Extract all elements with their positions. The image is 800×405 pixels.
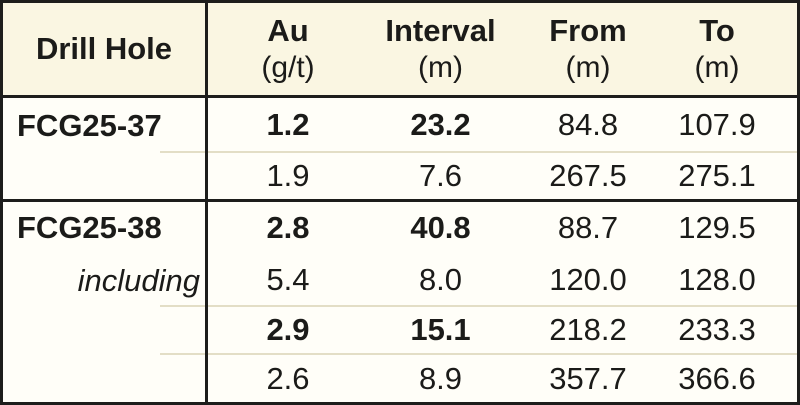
au-cell: 2.6 [266,360,310,396]
column-unit: (m) [565,50,611,84]
column-label: Au [267,12,309,48]
interval-cell: 23.2 [368,98,513,153]
column-unit: (g/t) [261,50,315,84]
from-cell: 84.8 [513,98,663,153]
column-unit: (m) [694,50,740,84]
to-cell: 366.6 [678,360,756,396]
drill-hole-cell: FCG25-38 [3,202,208,254]
from-cell: 120.0 [513,254,663,307]
from-cell: 357.7 [549,360,627,396]
interval-cell: 8.0 [368,254,513,307]
drill-hole-cell: FCG25-37 [3,98,208,153]
from-cell: 267.5 [513,153,663,202]
au-cell: 1.2 [208,98,368,153]
header-interval: Interval (m) [368,3,513,98]
to-cell: 129.5 [678,210,756,245]
interval-cell: 8.9 [418,360,463,396]
interval-cell: 7.6 [368,153,513,202]
drill-hole-cell [3,153,208,202]
interval-cell: 40.8 [410,210,471,245]
column-label: Interval [385,12,496,48]
to-cell: 107.9 [663,98,797,153]
column-label: Drill Hole [35,31,173,67]
header-to: To (m) [663,3,797,98]
interval-cell: 15.1 [368,307,513,355]
drill-hole-cell [3,307,208,355]
au-cell: 2.8 [266,210,310,245]
to-cell: 128.0 [663,254,797,307]
au-cell: 2.9 [208,307,368,355]
column-unit: (m) [418,50,463,84]
au-cell: 1.9 [208,153,368,202]
drill-hole-cell [3,355,208,402]
column-label: From [549,12,627,48]
drill-hole-cell: including [3,254,208,307]
from-cell: 88.7 [557,210,619,245]
to-cell: 275.1 [663,153,797,202]
header-au: Au (g/t) [208,3,368,98]
column-label: To [699,12,735,48]
header-from: From (m) [513,3,663,98]
from-cell: 218.2 [513,307,663,355]
to-cell: 233.3 [663,307,797,355]
au-cell: 5.4 [208,254,368,307]
header-drill-hole: Drill Hole [3,3,208,98]
